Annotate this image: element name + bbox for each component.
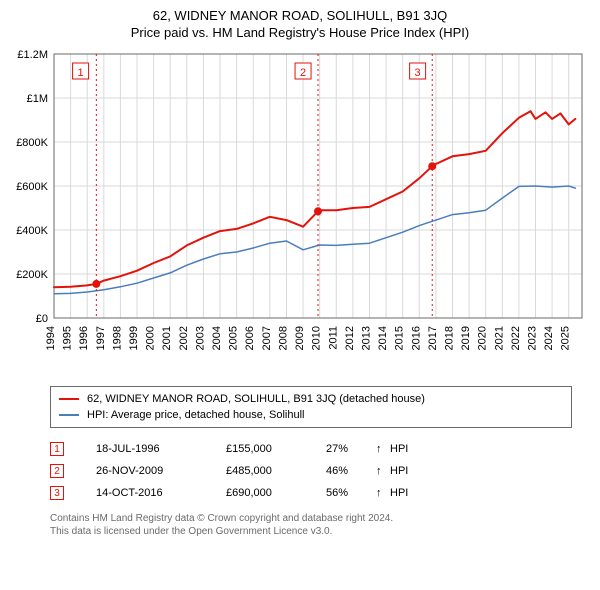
- svg-text:2003: 2003: [194, 326, 206, 350]
- sale-marker: 1: [50, 442, 64, 456]
- sale-hpi-label: HPI: [390, 443, 430, 455]
- svg-text:2007: 2007: [261, 326, 273, 350]
- arrow-up-icon: ↑: [376, 443, 390, 455]
- chart-title: 62, WIDNEY MANOR ROAD, SOLIHULL, B91 3JQ: [10, 8, 590, 23]
- sale-date: 26-NOV-2009: [96, 465, 226, 477]
- legend-swatch: [59, 398, 79, 400]
- svg-text:1998: 1998: [111, 326, 123, 350]
- legend-row: HPI: Average price, detached house, Soli…: [59, 407, 563, 423]
- legend-label: 62, WIDNEY MANOR ROAD, SOLIHULL, B91 3JQ…: [87, 393, 425, 405]
- svg-text:2013: 2013: [360, 326, 372, 350]
- footer-line-2: This data is licensed under the Open Gov…: [50, 525, 572, 538]
- svg-text:2019: 2019: [460, 326, 472, 350]
- sale-pct: 27%: [326, 443, 376, 455]
- svg-text:2020: 2020: [477, 326, 489, 350]
- svg-text:£800K: £800K: [16, 137, 48, 149]
- legend-row: 62, WIDNEY MANOR ROAD, SOLIHULL, B91 3JQ…: [59, 391, 563, 407]
- svg-text:1: 1: [78, 67, 84, 79]
- sale-marker: 2: [50, 464, 64, 478]
- sale-hpi-label: HPI: [390, 487, 430, 499]
- svg-text:2014: 2014: [377, 326, 389, 350]
- svg-text:1997: 1997: [95, 326, 107, 350]
- svg-text:2023: 2023: [527, 326, 539, 350]
- sales-row: 2 26-NOV-2009£485,00046%↑HPI: [50, 460, 572, 482]
- sale-price: £485,000: [226, 465, 326, 477]
- sale-pct: 56%: [326, 487, 376, 499]
- svg-text:2004: 2004: [211, 326, 223, 350]
- svg-text:£400K: £400K: [16, 225, 48, 237]
- footer-line-1: Contains HM Land Registry data © Crown c…: [50, 512, 572, 525]
- svg-text:1996: 1996: [78, 326, 90, 350]
- svg-text:1999: 1999: [128, 326, 140, 350]
- svg-text:2010: 2010: [311, 326, 323, 350]
- svg-text:2016: 2016: [410, 326, 422, 350]
- sale-price: £155,000: [226, 443, 326, 455]
- chart-footer: Contains HM Land Registry data © Crown c…: [50, 512, 572, 538]
- svg-text:2: 2: [300, 67, 306, 79]
- svg-text:2017: 2017: [427, 326, 439, 350]
- chart-legend: 62, WIDNEY MANOR ROAD, SOLIHULL, B91 3JQ…: [50, 386, 572, 428]
- svg-text:3: 3: [415, 67, 421, 79]
- sale-pct: 46%: [326, 465, 376, 477]
- svg-text:2021: 2021: [493, 326, 505, 350]
- svg-text:2015: 2015: [394, 326, 406, 350]
- sale-date: 14-OCT-2016: [96, 487, 226, 499]
- svg-text:1995: 1995: [62, 326, 74, 350]
- sales-table: 118-JUL-1996£155,00027%↑HPI226-NOV-2009£…: [50, 438, 572, 504]
- chart-plot-area: £0 £200K £400K £600K £800K £1M £1.2M 1994 1995 19…: [10, 46, 590, 376]
- svg-text:£600K: £600K: [16, 181, 48, 193]
- chart-subtitle: Price paid vs. HM Land Registry's House …: [10, 25, 590, 40]
- sale-date: 18-JUL-1996: [96, 443, 226, 455]
- svg-text:£1.2M: £1.2M: [17, 49, 48, 61]
- sales-row: 3 14-OCT-2016£690,00056%↑HPI: [50, 482, 572, 504]
- chart-container: 62, WIDNEY MANOR ROAD, SOLIHULL, B91 3JQ…: [0, 0, 600, 590]
- sales-row: 1 18-JUL-1996£155,00027%↑HPI: [50, 438, 572, 460]
- sale-price: £690,000: [226, 487, 326, 499]
- svg-text:£200K: £200K: [16, 269, 48, 281]
- legend-swatch: [59, 414, 79, 416]
- svg-text:2000: 2000: [145, 326, 157, 350]
- svg-text:2012: 2012: [344, 326, 356, 350]
- svg-text:1994: 1994: [45, 326, 57, 350]
- legend-label: HPI: Average price, detached house, Soli…: [87, 409, 305, 421]
- svg-text:2011: 2011: [327, 326, 339, 350]
- arrow-up-icon: ↑: [376, 487, 390, 499]
- sale-marker: 3: [50, 486, 64, 500]
- svg-text:£1M: £1M: [27, 93, 48, 105]
- svg-text:2018: 2018: [443, 326, 455, 350]
- svg-text:2025: 2025: [560, 326, 572, 350]
- chart-svg: £0 £200K £400K £600K £800K £1M £1.2M 1994 1995 19…: [10, 46, 590, 376]
- svg-text:2009: 2009: [294, 326, 306, 350]
- svg-text:2024: 2024: [543, 326, 555, 350]
- svg-text:2005: 2005: [228, 326, 240, 350]
- svg-text:2022: 2022: [510, 326, 522, 350]
- svg-text:2008: 2008: [277, 326, 289, 350]
- svg-text:2001: 2001: [161, 326, 173, 350]
- arrow-up-icon: ↑: [376, 465, 390, 477]
- svg-text:£0: £0: [36, 313, 48, 325]
- svg-text:2006: 2006: [244, 326, 256, 350]
- sale-hpi-label: HPI: [390, 465, 430, 477]
- svg-text:2002: 2002: [178, 326, 190, 350]
